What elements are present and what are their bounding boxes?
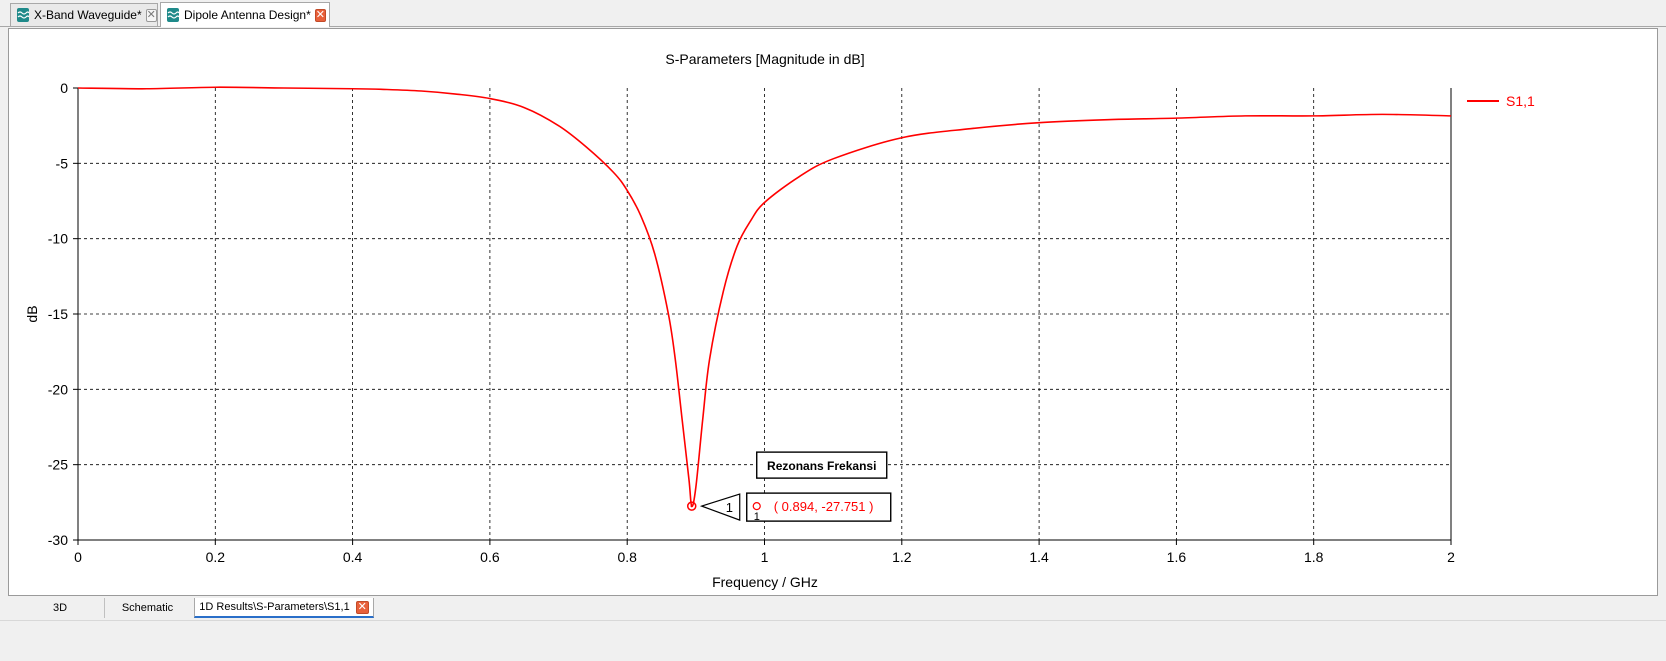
x-tick-label: 0: [74, 549, 82, 565]
marker-title-box[interactable]: [756, 451, 888, 479]
marker-id: 1: [726, 500, 733, 515]
tab-schematic[interactable]: Schematic: [104, 598, 190, 618]
tab-label: Schematic: [121, 602, 174, 614]
x-tick-label: 1.8: [1304, 549, 1324, 565]
marker-readout-icon: [752, 502, 761, 511]
x-tick-label: 1: [761, 549, 769, 565]
x-tick-label: 1.4: [1029, 549, 1049, 565]
y-tick-label: -15: [48, 306, 68, 322]
tab-x-band-waveguide[interactable]: X-Band Waveguide* ✕: [10, 3, 158, 26]
document-tab-bar: X-Band Waveguide* ✕ Dipole Antenna Desig…: [0, 0, 1666, 27]
y-tick-label: -20: [48, 381, 68, 397]
tab-dipole-antenna-design[interactable]: Dipole Antenna Design* ✕: [160, 2, 330, 27]
chart-title: S-Parameters [Magnitude in dB]: [665, 51, 864, 67]
x-tick-label: 1.6: [1167, 549, 1187, 565]
x-axis-label: Frequency / GHz: [712, 574, 818, 590]
marker-readout-text: ( 0.894, -27.751 ): [774, 499, 874, 514]
status-bar: [0, 620, 1666, 661]
marker-readout-id: 1: [754, 511, 760, 523]
tab-3d[interactable]: 3D: [20, 598, 100, 618]
marker-point-center: [690, 504, 693, 508]
marker-pointer: [699, 493, 741, 521]
close-icon[interactable]: ✕: [145, 8, 157, 22]
legend-label[interactable]: S1,1: [1506, 93, 1535, 109]
y-tick-label: -10: [48, 231, 68, 247]
x-tick-label: 0.8: [617, 549, 637, 565]
x-tick-label: 0.6: [480, 549, 500, 565]
y-tick-label: -30: [48, 532, 68, 548]
series-line-s11[interactable]: [77, 86, 1452, 508]
x-tick-label: 2: [1447, 549, 1455, 565]
s-parameter-chart[interactable]: S-Parameters [Magnitude in dB] Frequency…: [9, 29, 1657, 595]
tab-label: 1D Results\S-Parameters\S1,1: [199, 601, 350, 613]
y-tick-label: -25: [48, 457, 68, 473]
y-axis-label: dB: [24, 305, 40, 322]
tab-label: 3D: [52, 602, 68, 614]
tab-label: Dipole Antenna Design*: [184, 8, 311, 22]
x-tick-label: 1.2: [892, 549, 912, 565]
tab-label: X-Band Waveguide*: [34, 8, 142, 22]
marker-readout-box[interactable]: [746, 492, 892, 522]
close-icon[interactable]: ✕: [314, 8, 326, 22]
view-tab-bar: 3D Schematic 1D Results\S-Parameters\S1,…: [0, 598, 1666, 620]
marker-point[interactable]: [686, 501, 697, 511]
y-tick-label: 0: [60, 80, 68, 96]
plot-window[interactable]: S-Parameters [Magnitude in dB] Frequency…: [8, 28, 1658, 596]
x-tick-label: 0.4: [343, 549, 363, 565]
marker-title-label: Rezonans Frekansi: [767, 459, 876, 473]
waveguide-icon: [17, 8, 29, 22]
waveguide-icon: [167, 8, 179, 22]
y-tick-label: -5: [56, 155, 69, 171]
x-tick-label: 0.2: [206, 549, 226, 565]
tab-1d-results[interactable]: 1D Results\S-Parameters\S1,1 ✕: [194, 598, 374, 618]
close-icon[interactable]: ✕: [355, 600, 369, 614]
